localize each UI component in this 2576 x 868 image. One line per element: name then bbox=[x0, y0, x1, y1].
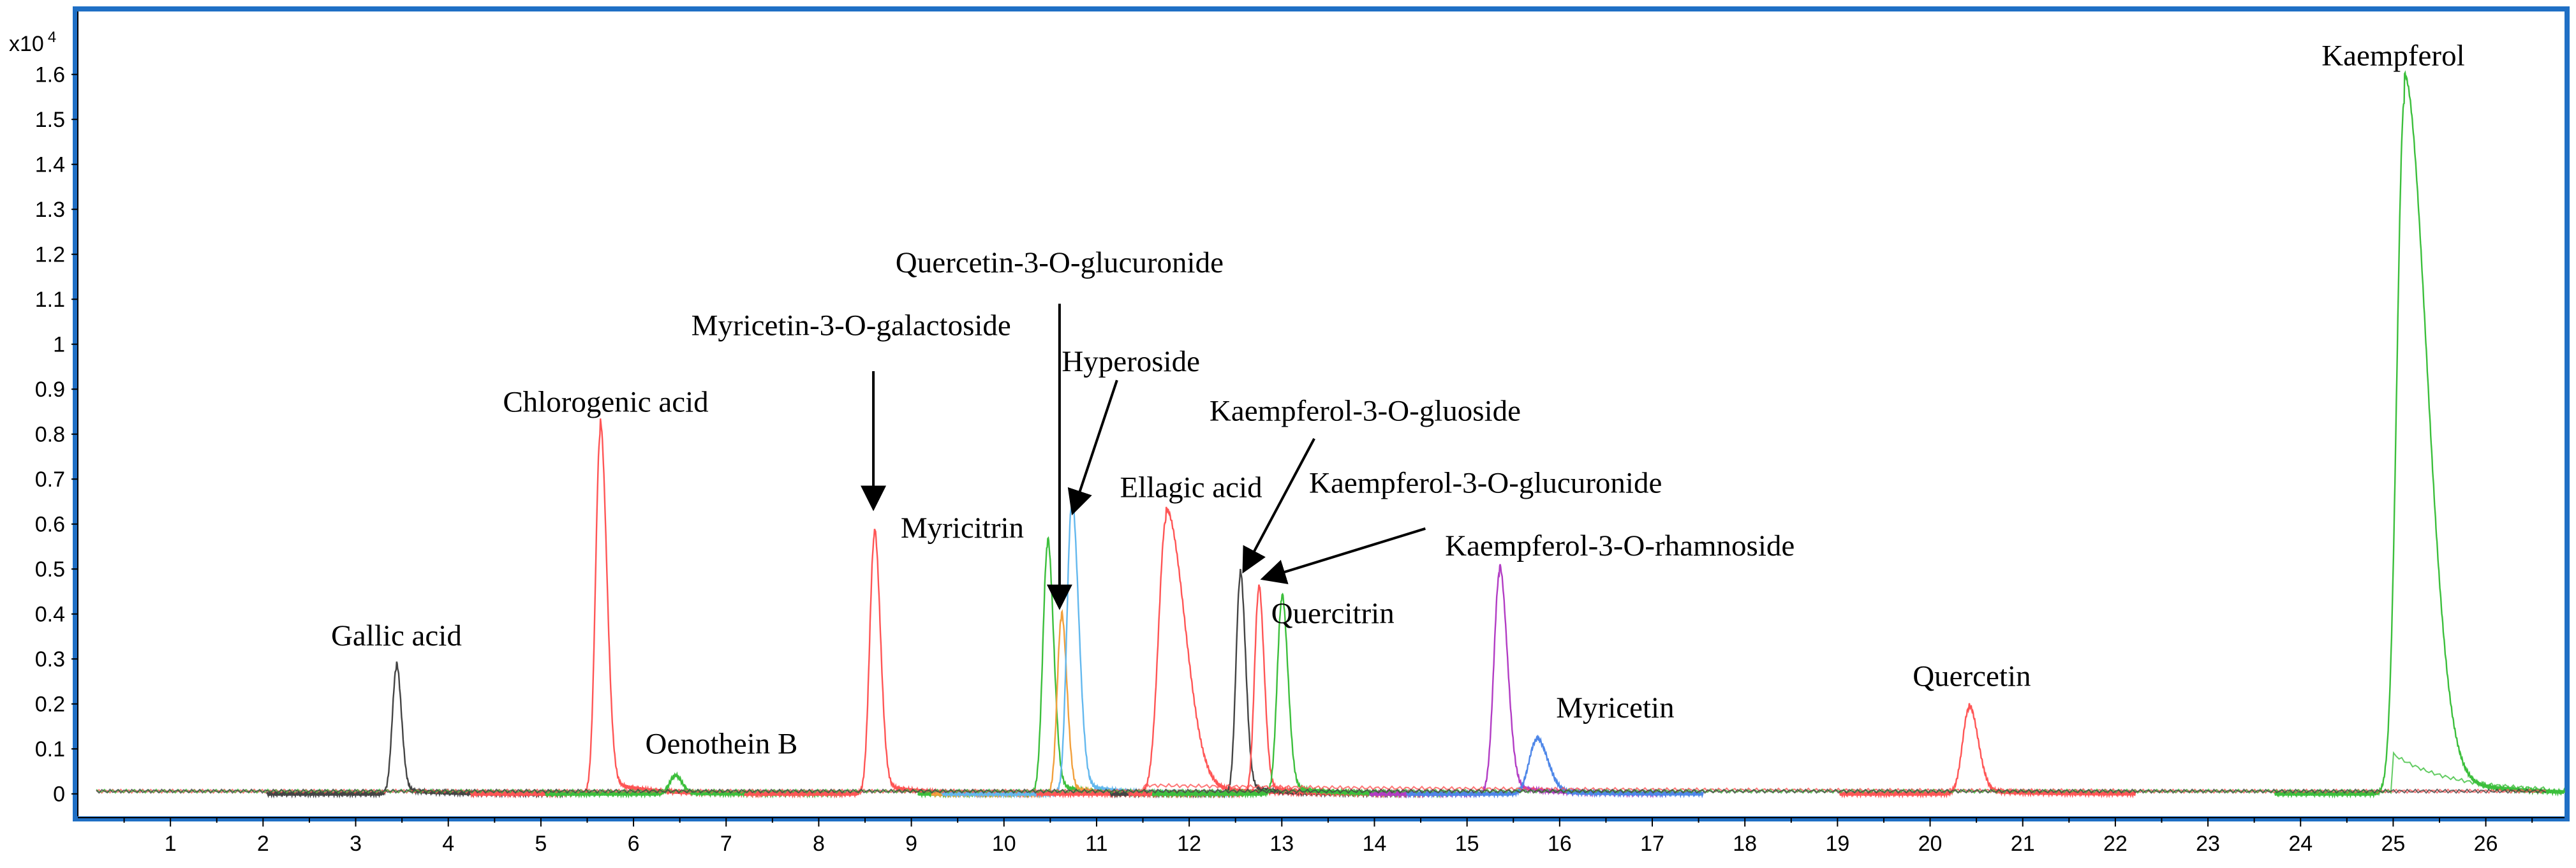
x-tick-label: 20 bbox=[1918, 832, 1943, 856]
y-tick-label: 1.5 bbox=[35, 108, 65, 132]
y-tick-label: 1.1 bbox=[35, 288, 65, 312]
x-tick-label: 16 bbox=[1548, 832, 1572, 856]
chromatogram-traces bbox=[96, 70, 2566, 799]
peak-label: Gallic acid bbox=[331, 619, 462, 652]
peak-label: Myricetin bbox=[1556, 691, 1674, 725]
x-tick-label: 12 bbox=[1177, 832, 1201, 856]
x-tick-label: 26 bbox=[2474, 832, 2498, 856]
x-tick-label: 22 bbox=[2103, 832, 2128, 856]
y-tick-label: 0.8 bbox=[35, 423, 65, 447]
baseline-trace bbox=[96, 788, 2547, 794]
y-tick-label: 1 bbox=[53, 333, 65, 357]
peak-label: Myricitrin bbox=[901, 511, 1024, 545]
arrow-hyperoside bbox=[1067, 379, 1118, 516]
x-tick-label: 6 bbox=[628, 832, 640, 856]
x-tick-label: 10 bbox=[992, 832, 1016, 856]
y-tick-label: 0.1 bbox=[35, 737, 65, 761]
peak-label: Ellagic acid bbox=[1120, 471, 1262, 504]
x-tick-label: 19 bbox=[1825, 832, 1849, 856]
x-tick-label: 17 bbox=[1640, 832, 1664, 856]
plot-frame bbox=[73, 6, 2570, 821]
x-tick-label: 4 bbox=[442, 832, 454, 856]
peak-label: Kaempferol bbox=[2321, 40, 2464, 73]
x-tick-label: 11 bbox=[1085, 832, 1107, 856]
y-tick-label: 1.2 bbox=[35, 243, 65, 267]
peak-label: Kaempferol-3-O-rhamnoside bbox=[1445, 529, 1795, 563]
y-axis: 0 0.1 0.2 0.3 0.4 0.5 0.6 0.7 0.8 0.9 1 1.1 1.2 1.3 1.… bbox=[35, 11, 78, 816]
x-tick-label: 25 bbox=[2381, 832, 2406, 856]
arrow-kaempferol-gluoside bbox=[1242, 438, 1315, 574]
peak-label: Kaempferol-3-O-gluoside bbox=[1210, 395, 1521, 428]
peak-label: Chlorogenic acid bbox=[503, 385, 708, 418]
x-tick-label: 8 bbox=[813, 832, 825, 856]
peak-annotations: Gallic acid Chlorogenic acid Oenothein B My… bbox=[331, 40, 2465, 761]
x-tick-label: 24 bbox=[2288, 832, 2313, 856]
y-tick-label: 1.6 bbox=[35, 63, 65, 87]
peak-label: Myricetin-3-O-galactoside bbox=[692, 309, 1011, 342]
y-tick-label: 0 bbox=[53, 783, 65, 807]
y-tick-label: 0.9 bbox=[35, 378, 65, 402]
x-tick-label: 18 bbox=[1733, 832, 1757, 856]
y-tick-label: 0.7 bbox=[35, 467, 65, 492]
x-tick-label: 2 bbox=[257, 832, 269, 856]
x-tick-label: 9 bbox=[905, 832, 917, 856]
x-tick-label: 15 bbox=[1455, 832, 1479, 856]
y-tick-label: 0.2 bbox=[35, 693, 65, 717]
y-multiplier: x10 4 bbox=[9, 29, 56, 56]
peak-label: Hyperoside bbox=[1062, 345, 1200, 378]
x-tick-label: 14 bbox=[1363, 832, 1387, 856]
x-axis: 1 2 3 4 5 6 7 8 9 10 11 12 13 14 15 16 17 18 19 20 21 22 23 24 2… bbox=[78, 817, 2565, 856]
y-tick-label: 1.4 bbox=[35, 153, 65, 177]
x-tick-label: 5 bbox=[535, 832, 547, 856]
y-tick-label: 0.5 bbox=[35, 557, 65, 582]
peak-label: Kaempferol-3-O-glucuronide bbox=[1309, 466, 1662, 499]
y-tick-label: 0.6 bbox=[35, 513, 65, 537]
x-tick-label: 21 bbox=[2011, 832, 2035, 856]
x-tick-label: 1 bbox=[165, 832, 177, 856]
x-tick-label: 23 bbox=[2196, 832, 2220, 856]
y-tick-label: 0.3 bbox=[35, 647, 65, 672]
x-tick-label: 7 bbox=[720, 832, 732, 856]
peak-label: Quercitrin bbox=[1271, 597, 1395, 630]
peak-label: Quercetin bbox=[1913, 660, 2031, 693]
arrow-kaempferol-glucuronide bbox=[1260, 527, 1426, 585]
annotation-arrows bbox=[861, 304, 1426, 610]
y-tick-label: 1.3 bbox=[35, 198, 65, 222]
x-tick-label: 3 bbox=[350, 832, 362, 856]
peak-label: Oenothein B bbox=[646, 727, 798, 760]
y-tick-label: 0.4 bbox=[35, 603, 65, 627]
x-tick-label: 13 bbox=[1269, 832, 1294, 856]
peak-label: Quercetin-3-O-glucuronide bbox=[896, 246, 1224, 279]
